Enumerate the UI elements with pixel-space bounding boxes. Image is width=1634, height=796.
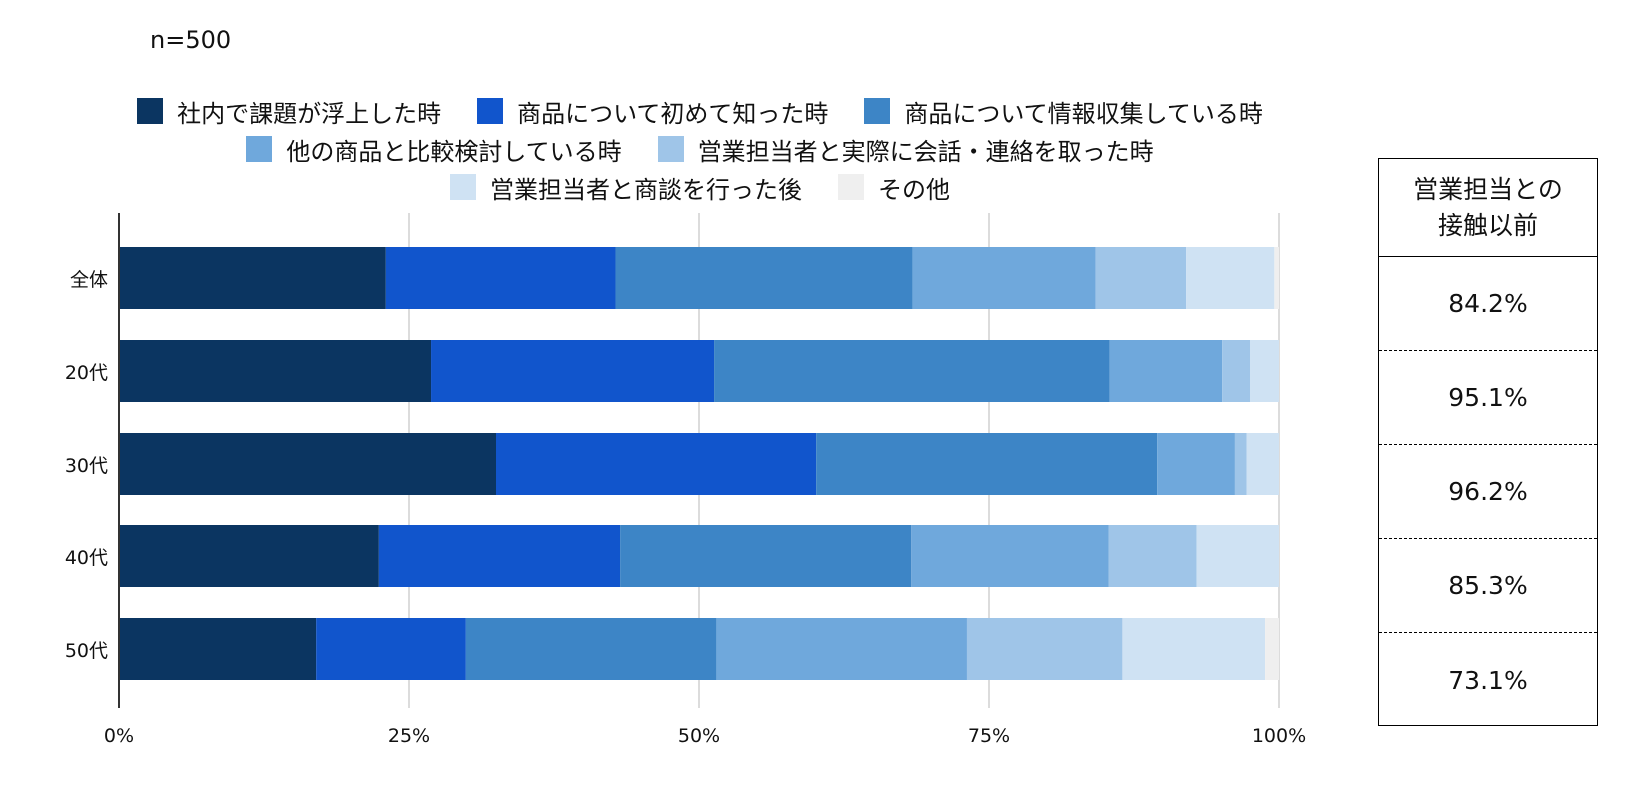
bar-segment (620, 525, 912, 587)
bar-segment (119, 340, 432, 402)
category-label: 40代 (65, 547, 108, 569)
category-label: 全体 (70, 269, 108, 291)
chart-legend: 社内で課題が浮上した時 商品について初めて知った時 商品について情報収集している… (0, 92, 1400, 206)
x-tick-label: 50% (678, 725, 720, 747)
bar-segment (1246, 433, 1279, 495)
legend-swatch (477, 98, 504, 124)
bar-segment (1095, 247, 1187, 309)
legend-label: 営業担当者と商談を行った後 (490, 175, 802, 204)
legend-swatch (246, 136, 273, 162)
legend-row: 社内で課題が浮上した時 商品について初めて知った時 商品について情報収集している… (0, 92, 1400, 130)
legend-item: その他 (838, 170, 950, 205)
legend-item: 商品について初めて知った時 (477, 94, 828, 129)
category-label: 30代 (65, 455, 108, 477)
bar-segment (385, 247, 616, 309)
bar-segment (714, 340, 1110, 402)
legend-swatch (450, 174, 476, 200)
legend-row: 営業担当者と商談を行った後 その他 (0, 168, 1400, 206)
summary-header: 営業担当との 接触以前 (1379, 159, 1597, 257)
summary-header-line: 接触以前 (1437, 210, 1538, 240)
bar-segment (1274, 247, 1279, 309)
category-label: 20代 (65, 362, 108, 384)
summary-table: 営業担当との 接触以前 84.2% 95.1% 96.2% 85.3% 73.1… (1378, 158, 1598, 726)
bar-segment (1122, 618, 1266, 680)
bar-segment (1157, 433, 1235, 495)
bar-segment (119, 433, 496, 495)
bar-segment (1222, 340, 1250, 402)
legend-label: 商品について情報収集している時 (904, 99, 1263, 128)
legend-swatch (657, 136, 684, 162)
bar-segment (431, 340, 715, 402)
category-label: 50代 (65, 640, 108, 662)
bar-segment (1265, 618, 1279, 680)
legend-item: 営業担当者と商談を行った後 (450, 170, 802, 205)
legend-item: 社内で課題が浮上した時 (137, 94, 441, 129)
legend-item: 営業担当者と実際に会話・連絡を取った時 (657, 132, 1154, 167)
x-tick-label: 75% (968, 725, 1010, 747)
bar-segment (911, 525, 1109, 587)
legend-swatch (864, 98, 891, 124)
summary-value: 84.2% (1379, 257, 1597, 351)
summary-value: 85.3% (1379, 539, 1597, 633)
summary-value: 73.1% (1448, 665, 1528, 695)
legend-label: 他の商品と比較検討している時 (286, 137, 622, 166)
bar-segment (716, 618, 967, 680)
bar-segment (378, 525, 621, 587)
bar-segment (615, 247, 913, 309)
bar-segment (966, 618, 1123, 680)
bar-segment (119, 525, 379, 587)
legend-swatch (838, 174, 864, 200)
summary-value: 95.1% (1379, 351, 1597, 445)
legend-label: 営業担当者と実際に会話・連絡を取った時 (697, 137, 1154, 166)
sample-size-label: n=500 (150, 26, 232, 54)
bar-segment (1196, 525, 1279, 587)
bar-segment (119, 247, 386, 309)
bar-segment (1108, 525, 1197, 587)
bar-segment (316, 618, 466, 680)
legend-row: 他の商品と比較検討している時 営業担当者と実際に会話・連絡を取った時 (0, 130, 1400, 168)
summary-header-line: 営業担当との (1413, 174, 1563, 204)
bar-segment (496, 433, 817, 495)
bar-segment (912, 247, 1096, 309)
x-tick-label: 0% (104, 725, 134, 747)
bar-segment (1186, 247, 1275, 309)
bar-segment (119, 618, 317, 680)
legend-item: 商品について情報収集している時 (864, 94, 1263, 129)
x-tick-label: 100% (1252, 725, 1306, 747)
legend-label: その他 (878, 175, 950, 204)
stacked-bar-chart: 全体 20代 30代 40代 50代 0% 25% 50% 75% 100% (65, 213, 1306, 747)
bar-segment (1234, 433, 1247, 495)
legend-item: 他の商品と比較検討している時 (246, 132, 622, 167)
x-tick-label: 25% (388, 725, 430, 747)
legend-label: 社内で課題が浮上した時 (177, 99, 442, 128)
summary-value: 96.2% (1379, 445, 1597, 539)
bar-segment (1250, 340, 1279, 402)
bar-segment (816, 433, 1158, 495)
legend-swatch (137, 98, 164, 124)
legend-label: 商品について初めて知った時 (517, 99, 829, 128)
bar-segment (465, 618, 717, 680)
bar-segment (1109, 340, 1223, 402)
